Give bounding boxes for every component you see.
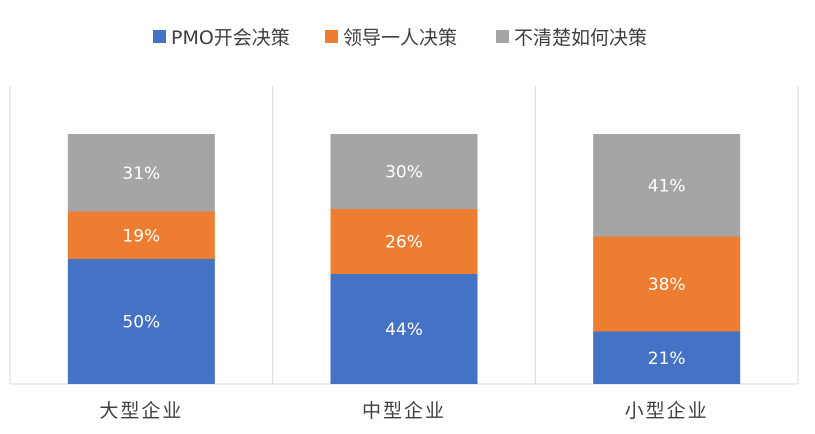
category-axis-labels: 大型企业 中型企业 小型企业 <box>99 400 709 422</box>
data-label: 31% <box>122 164 160 184</box>
legend-item: 领导一人决策 <box>325 27 457 49</box>
bar-segment <box>593 236 741 332</box>
category-label: 小型企业 <box>625 400 709 422</box>
legend: PMO开会决策 领导一人决策 不清楚如何决策 <box>153 27 647 49</box>
data-label: 30% <box>385 163 423 183</box>
data-label: 21% <box>648 349 686 369</box>
legend-swatch <box>325 30 338 43</box>
legend-swatch <box>496 30 509 43</box>
data-label: 38% <box>648 275 686 295</box>
legend-label: 领导一人决策 <box>343 27 457 49</box>
bar-segment <box>67 134 215 212</box>
bar-segment <box>330 209 478 274</box>
bar-segment <box>330 274 478 384</box>
legend-label: PMO开会决策 <box>171 27 290 49</box>
bar-segment <box>593 331 741 384</box>
bar-segment <box>67 259 215 384</box>
data-label: 26% <box>385 233 423 253</box>
category-label: 中型企业 <box>362 400 446 422</box>
data-label: 19% <box>122 226 160 246</box>
bar-segment <box>67 211 215 259</box>
bar-segment <box>330 134 478 209</box>
legend-label: 不清楚如何决策 <box>514 27 647 49</box>
legend-swatch <box>153 30 166 43</box>
bars: 50% 19% 31% 44% 26% 30% 21% 38% 41% <box>67 134 741 384</box>
bar-segment <box>593 134 741 237</box>
category-label: 大型企业 <box>99 400 183 422</box>
data-label: 44% <box>385 320 423 340</box>
data-label: 50% <box>122 313 160 333</box>
legend-item: PMO开会决策 <box>153 27 290 49</box>
legend-item: 不清楚如何决策 <box>496 27 647 49</box>
data-label: 41% <box>648 176 686 196</box>
